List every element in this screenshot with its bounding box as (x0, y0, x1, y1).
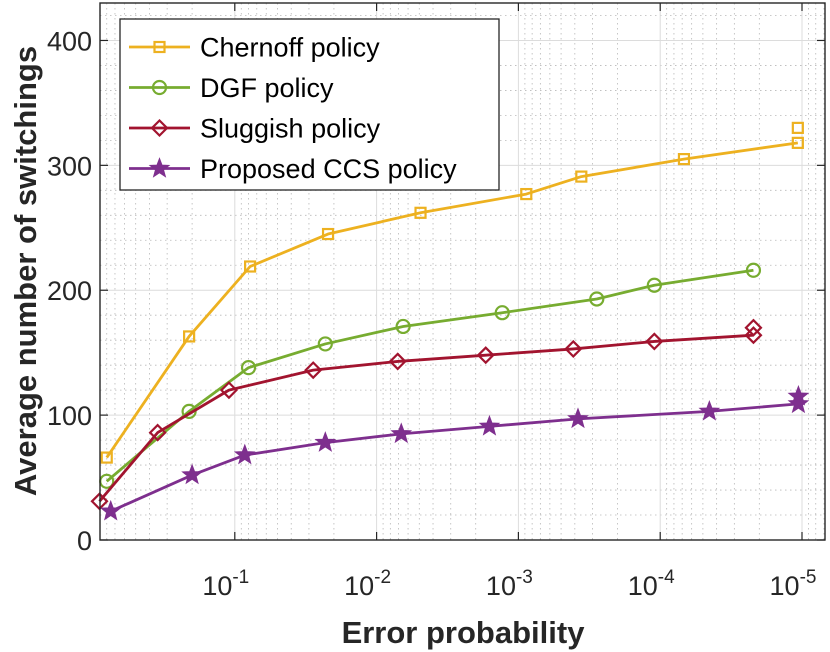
legend-label: Chernoff policy (200, 33, 380, 63)
legend-item: Sluggish policy (129, 114, 381, 144)
data-point (99, 499, 122, 521)
legend-item: DGF policy (129, 73, 334, 103)
data-point (698, 399, 721, 421)
data-point (520, 187, 533, 201)
legend: Chernoff policy DGF policy Sluggish policy… (119, 18, 500, 191)
series-dgf-policy (99, 262, 762, 489)
y-tick-label: 300 (47, 151, 92, 181)
data-point (791, 121, 804, 134)
x-tick-label: 10-5 (770, 567, 817, 601)
x-tick-label: 10-3 (486, 567, 533, 601)
data-point (219, 381, 238, 400)
data-point (564, 339, 583, 358)
plot-area-frame (99, 2, 826, 541)
data-point (745, 262, 762, 278)
data-point (183, 330, 196, 343)
legend-marker (150, 118, 169, 138)
x-tick-label: 10-4 (628, 567, 675, 601)
data-point (240, 360, 257, 376)
series-sluggish-policy (90, 318, 763, 511)
data-point (567, 407, 589, 429)
data-point (494, 305, 510, 321)
data-point (314, 431, 337, 452)
series-chernoff-policy (100, 121, 804, 464)
data-point (244, 260, 257, 273)
legend-item: Chernoff policy (129, 33, 380, 63)
y-axis-label: Average number of switchings (8, 46, 43, 496)
data-point (646, 277, 662, 293)
series-line (110, 402, 799, 513)
data-point (181, 463, 203, 485)
legend-label: Sluggish policy (200, 114, 381, 144)
data-point (233, 443, 256, 465)
data-point (791, 136, 804, 149)
series-proposed-ccs-policy (99, 384, 810, 521)
data-point (787, 384, 810, 406)
data-point (575, 170, 588, 183)
legend-marker (148, 157, 171, 178)
data-point (677, 153, 691, 166)
axis-ticks: 10-1 10-2 10-3 10-4 10-5 0 100 200 300 400 (47, 3, 825, 601)
data-point (390, 422, 413, 444)
data-point (645, 332, 664, 351)
data-point (388, 352, 407, 371)
data-point (317, 336, 333, 352)
series-group (90, 121, 810, 521)
data-point (589, 291, 605, 307)
y-tick-label: 0 (77, 526, 92, 556)
data-point (744, 326, 763, 345)
data-point (478, 414, 501, 436)
legend-marker (151, 79, 168, 96)
data-point (476, 346, 495, 365)
legend-label: Proposed CCS policy (200, 154, 457, 184)
x-tick-label: 10-2 (344, 567, 391, 601)
legend-label: DGF policy (200, 73, 334, 103)
series-line (98, 333, 754, 503)
y-tick-label: 200 (47, 276, 92, 306)
series-line (105, 141, 799, 459)
x-axis-label: Error probability (342, 615, 586, 650)
y-tick-label: 100 (47, 401, 92, 431)
data-point (744, 318, 763, 337)
data-point (414, 206, 427, 219)
legend-item: Proposed CCS policy (129, 154, 457, 184)
x-tick-label: 10-1 (202, 567, 249, 601)
data-point (787, 392, 810, 414)
data-point (304, 361, 323, 380)
data-point (321, 227, 335, 241)
series-line (105, 268, 754, 483)
y-tick-label: 400 (47, 26, 92, 56)
legend-marker (153, 40, 166, 54)
data-point (148, 423, 167, 442)
data-point (100, 451, 113, 464)
data-point (395, 318, 411, 335)
